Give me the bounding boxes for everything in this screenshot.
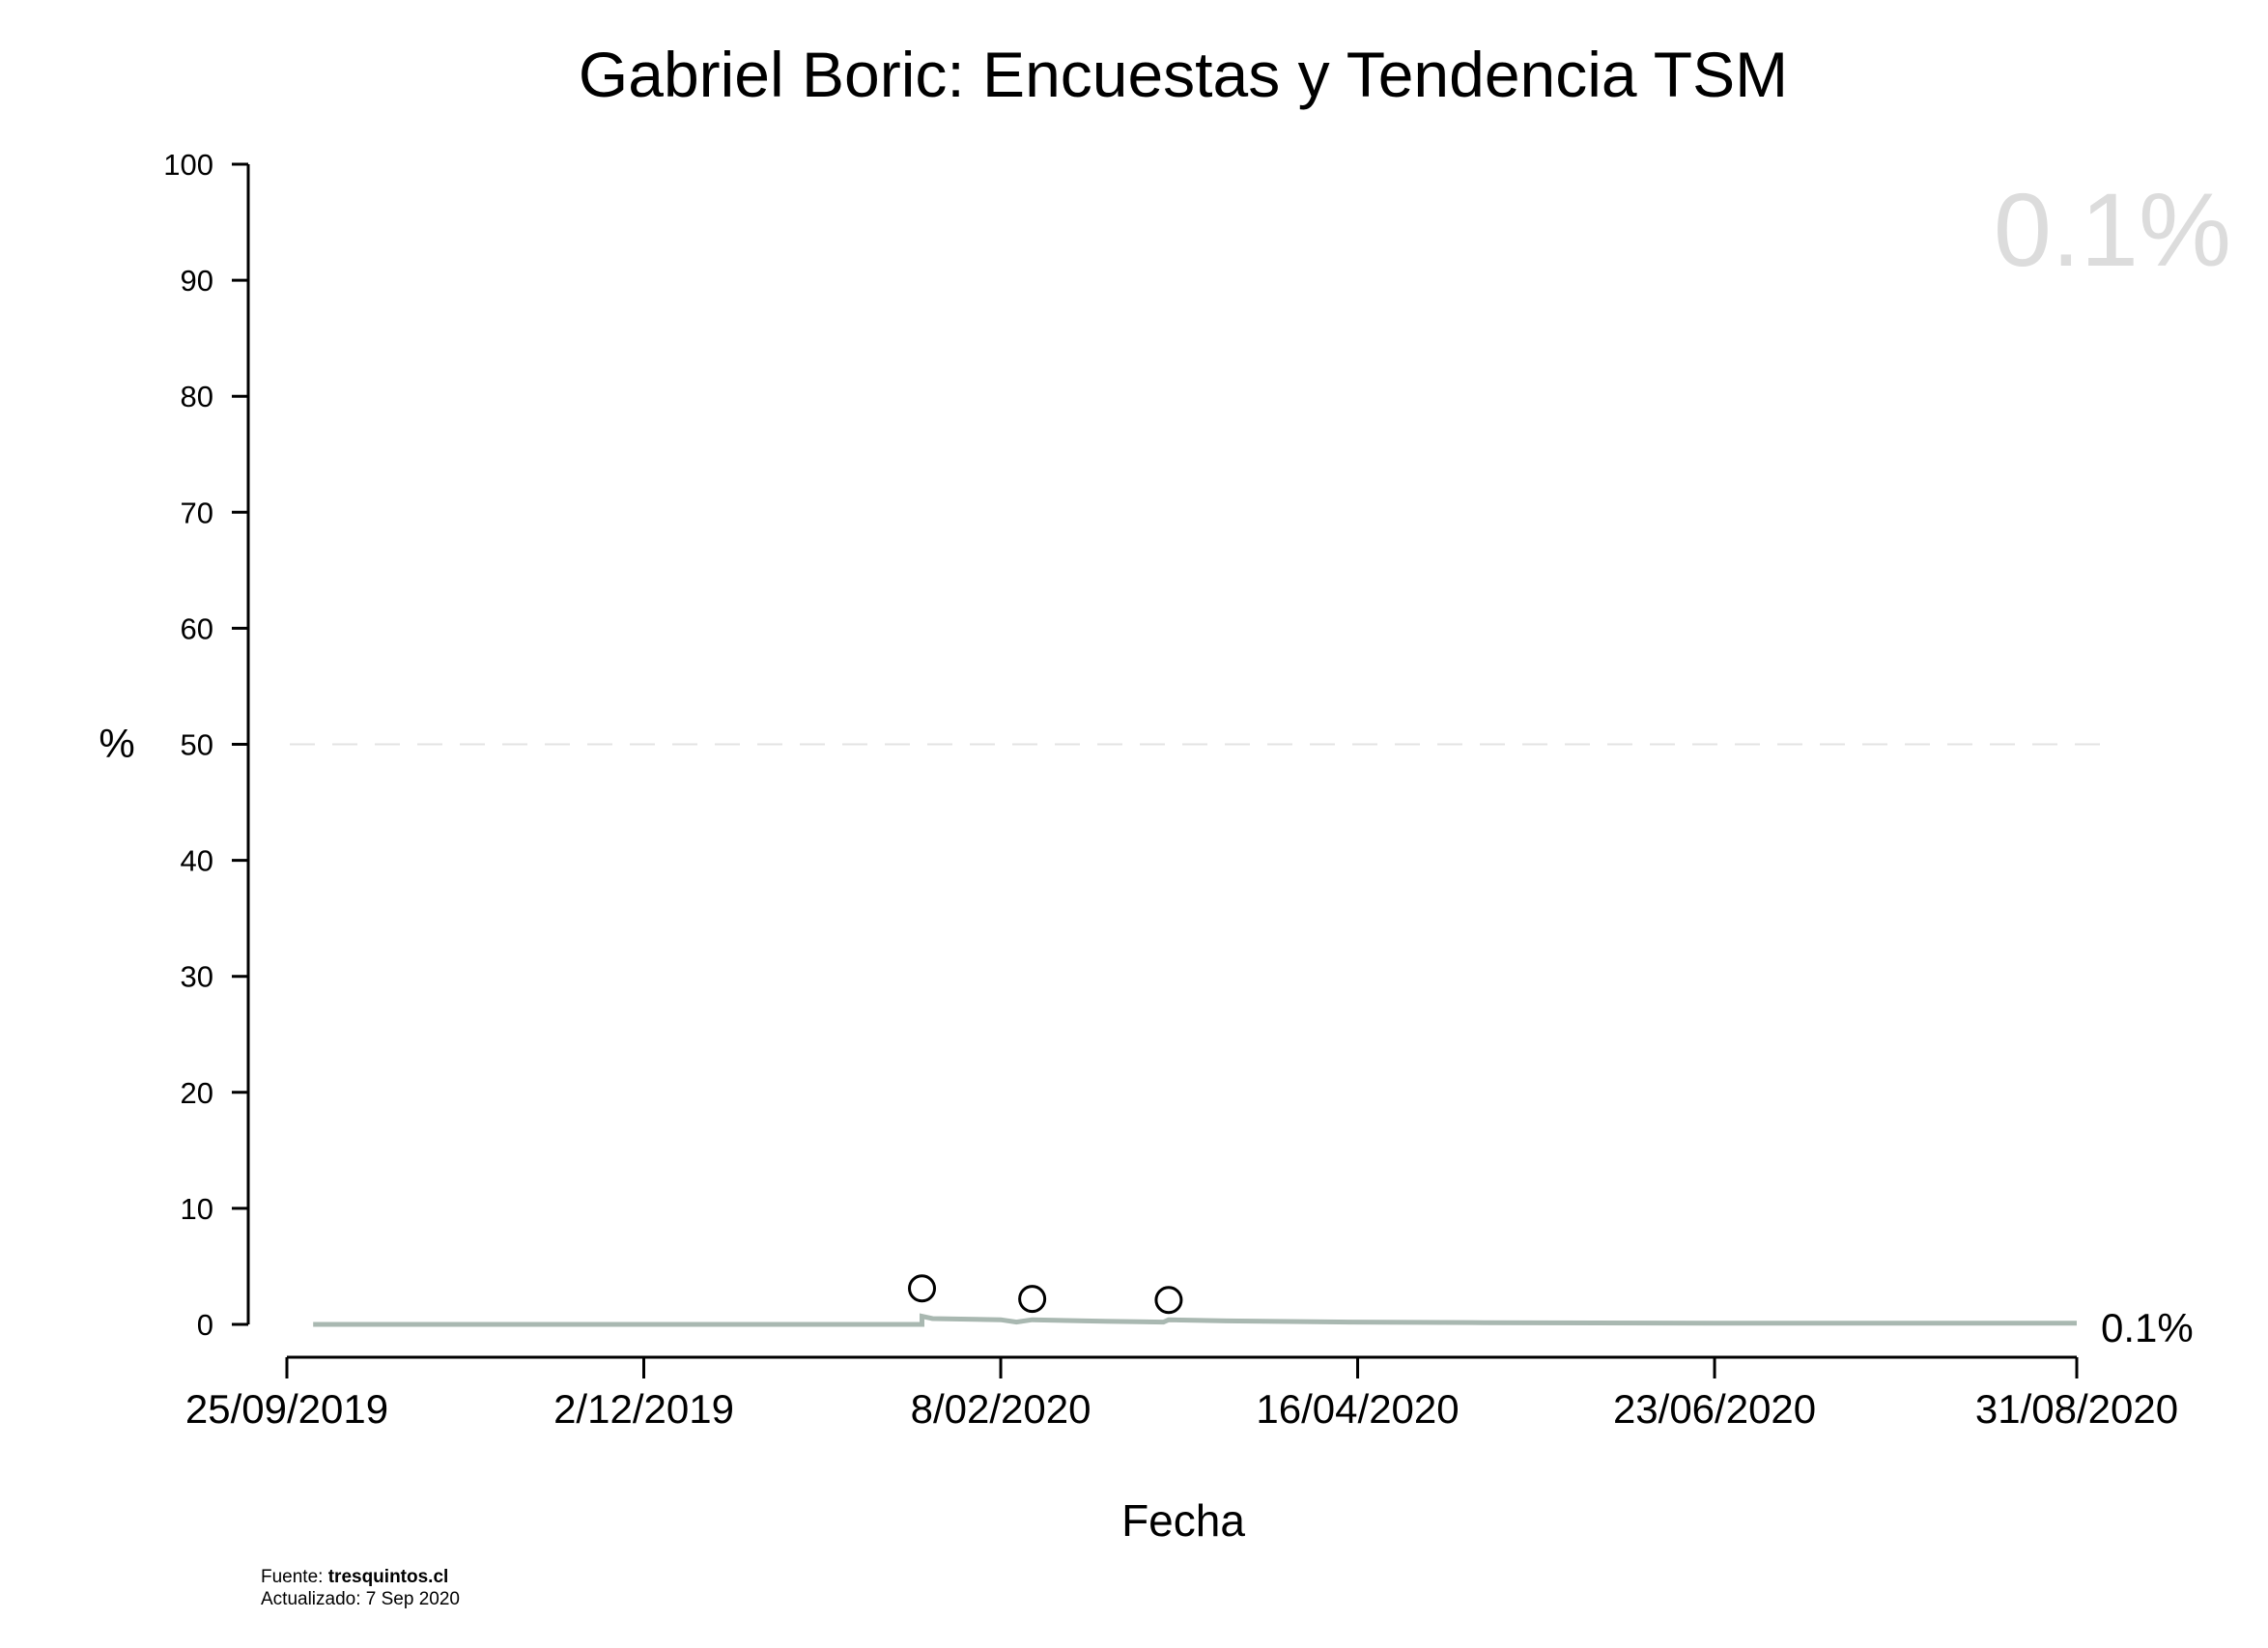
x-tick-label: 25/09/2019	[185, 1386, 388, 1432]
updated-note: Actualizado: 7 Sep 2020	[261, 1589, 460, 1609]
trend-line	[313, 1313, 2077, 1327]
x-tick-label: 31/08/2020	[1975, 1386, 2178, 1432]
source-link[interactable]: tresquintos.cl	[327, 1567, 449, 1587]
y-tick-label: 30	[181, 960, 213, 994]
y-tick-label: 0	[197, 1308, 213, 1342]
source-prefix: Fuente:	[261, 1567, 328, 1587]
y-tick-label: 80	[181, 380, 213, 413]
y-tick-label: 100	[163, 148, 213, 182]
y-tick-label: 50	[181, 728, 213, 762]
y-tick-label: 70	[181, 496, 213, 529]
y-tick-label: 20	[181, 1076, 213, 1110]
x-tick-label: 8/02/2020	[911, 1386, 1091, 1432]
poll-point	[908, 1274, 937, 1303]
y-tick-label: 60	[181, 611, 213, 645]
x-axis-label: Fecha	[1121, 1495, 1245, 1546]
y-tick-label: 90	[181, 264, 213, 298]
chart-title: Gabriel Boric: Encuestas y Tendencia TSM	[579, 39, 1788, 110]
poll-point	[1018, 1285, 1047, 1314]
series-group	[313, 1274, 2077, 1327]
x-tick-label: 16/04/2020	[1256, 1386, 1459, 1432]
y-tick-label: 40	[181, 844, 213, 878]
y-axis: 0 10 20 30 40 50 60 70 80 90 100	[163, 148, 250, 1342]
x-tick-label: 23/06/2020	[1613, 1386, 1816, 1432]
x-tick-label: 2/12/2019	[553, 1386, 734, 1432]
credits: Fuente: tresquintos.cl	[261, 1566, 448, 1588]
poll-point	[1154, 1286, 1183, 1315]
y-tick-label: 10	[181, 1192, 213, 1226]
x-axis: 25/09/2019 2/12/2019 8/02/2020 16/04/2020 23…	[185, 1355, 2178, 1432]
end-value-label: 0.1%	[2101, 1305, 2194, 1350]
y-axis-label: %	[99, 721, 134, 766]
current-value-watermark: 0.1%	[1994, 171, 2231, 288]
